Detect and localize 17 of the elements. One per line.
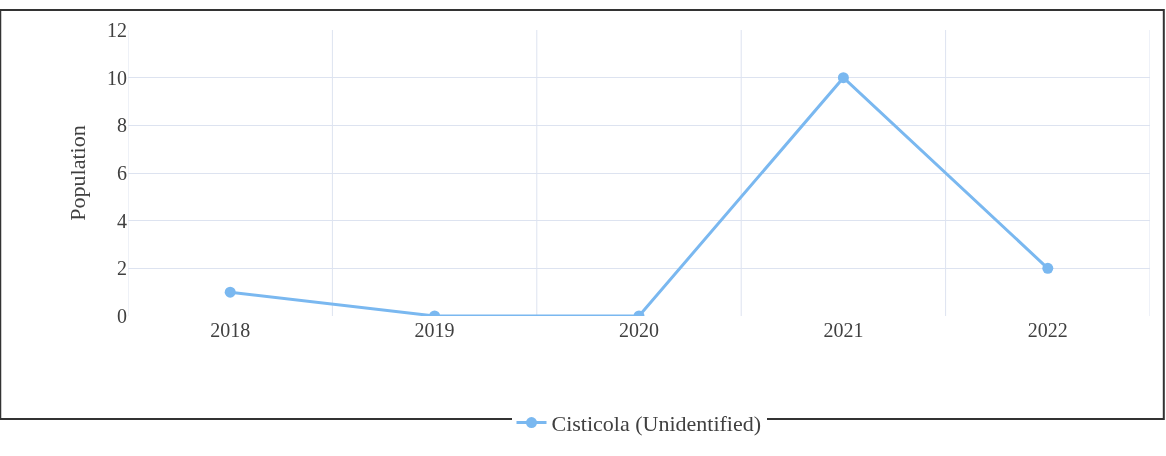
legend-label: Cisticola (Unidentified) [551,411,762,437]
y-tick-label: 2 [117,257,127,280]
y-tick-label: 10 [107,66,127,89]
point [1042,262,1054,274]
x-tick-label: 2021 [823,319,864,341]
y-tick-label: 12 [107,19,127,41]
point [837,72,849,84]
y-tick-label: 4 [117,209,127,232]
x-tick-label: 2020 [619,319,659,341]
point [224,286,236,298]
x-tick-label: 2019 [414,319,455,341]
y-axis-title: Population [64,125,90,221]
x-tick-label: 2018 [210,319,251,341]
y-tick-label: 0 [117,305,127,327]
y-tick-label: 6 [117,162,127,184]
x-tick-label: 2022 [1027,319,1068,341]
y-tick-label: 8 [117,114,127,137]
